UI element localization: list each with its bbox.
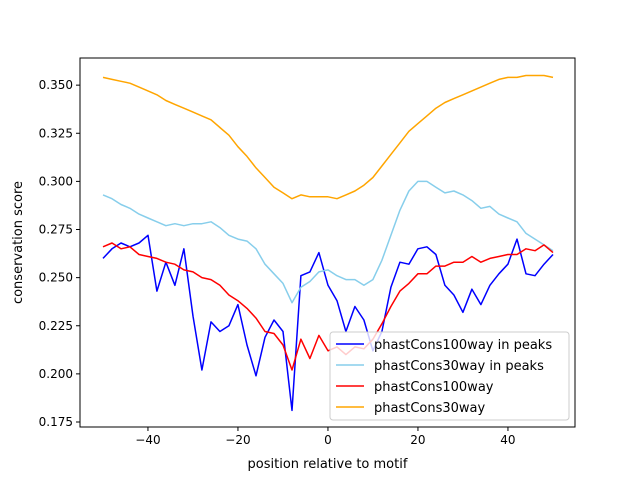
legend-label-1: phastCons30way in peaks — [374, 359, 544, 374]
x-tick-label: −40 — [135, 433, 160, 447]
y-axis: 0.175 0.200 0.225 0.250 0.275 0.300 0.325 0.350 — [39, 78, 80, 429]
legend-label-0: phastCons100way in peaks — [374, 338, 552, 353]
series-line-2 — [102, 242, 554, 371]
x-axis-label: position relative to motif — [248, 457, 408, 472]
y-tick-label: 0.350 — [39, 78, 73, 92]
series-line-1 — [102, 180, 554, 304]
series-lines — [102, 74, 554, 412]
y-tick-label: 0.275 — [39, 223, 73, 237]
legend-label-3: phastCons30way — [374, 401, 486, 416]
series-line-0 — [102, 234, 554, 412]
x-tick-label: 20 — [410, 433, 425, 447]
x-tick-label: 0 — [324, 433, 332, 447]
y-tick-label: 0.200 — [39, 367, 73, 381]
y-tick-label: 0.250 — [39, 271, 73, 285]
series-line-3 — [102, 74, 554, 200]
y-tick-label: 0.300 — [39, 174, 73, 188]
x-axis: −40 −20 0 20 40 — [135, 427, 516, 447]
x-tick-label: −20 — [225, 433, 250, 447]
legend: phastCons100way in peaks phastCons30way i… — [329, 331, 570, 421]
legend-box — [329, 331, 570, 421]
y-tick-label: 0.225 — [39, 319, 73, 333]
y-axis-label: conservation score — [11, 181, 26, 304]
y-tick-label: 0.325 — [39, 126, 73, 140]
legend-label-2: phastCons100way — [374, 380, 494, 395]
x-tick-label: 40 — [500, 433, 515, 447]
y-tick-label: 0.175 — [39, 415, 73, 429]
